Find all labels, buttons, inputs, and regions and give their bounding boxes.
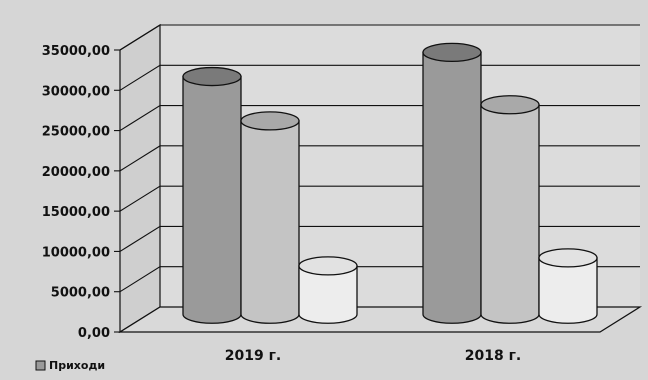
bar-top bbox=[182, 66, 242, 87]
bar bbox=[538, 248, 598, 324]
bar bbox=[298, 256, 358, 324]
x-axis-labels: 2019 г. 2018 г. bbox=[225, 348, 521, 364]
y-tick-label: 5000,00 bbox=[51, 286, 110, 301]
legend-swatch bbox=[35, 360, 46, 371]
bar-body bbox=[422, 51, 482, 324]
bar-body bbox=[182, 75, 242, 324]
x-tick-label: 2019 г. bbox=[225, 348, 281, 364]
bar-top bbox=[480, 95, 540, 115]
y-axis-ticks: 0,00 5000,00 10000,00 15000,00 20000,00 25000… bbox=[42, 44, 120, 341]
gridline bbox=[119, 24, 640, 51]
bar-body bbox=[240, 120, 300, 324]
y-tick-label: 15000,00 bbox=[42, 205, 110, 220]
bar-body bbox=[480, 104, 540, 324]
legend: Приходи bbox=[35, 359, 105, 372]
x-tick-label: 2018 г. bbox=[465, 348, 521, 364]
bar bbox=[480, 95, 540, 324]
bar-body bbox=[538, 257, 598, 324]
bar-top bbox=[538, 248, 598, 268]
bar-top bbox=[422, 42, 482, 63]
bar-top bbox=[298, 256, 358, 276]
y-tick-label: 30000,00 bbox=[42, 84, 110, 99]
side-wall bbox=[119, 23, 161, 334]
bar-body bbox=[298, 265, 358, 324]
bar bbox=[182, 66, 242, 324]
bars bbox=[182, 42, 598, 324]
y-tick-label: 0,00 bbox=[78, 326, 110, 341]
y-tick-label: 35000,00 bbox=[42, 44, 110, 59]
bar-top bbox=[240, 111, 300, 131]
y-tick-label: 10000,00 bbox=[42, 245, 110, 260]
y-tick-label: 25000,00 bbox=[42, 125, 110, 140]
bar bbox=[240, 111, 300, 324]
y-tick-label: 20000,00 bbox=[42, 165, 110, 180]
legend-label: Приходи bbox=[49, 359, 105, 372]
bar bbox=[422, 42, 482, 324]
